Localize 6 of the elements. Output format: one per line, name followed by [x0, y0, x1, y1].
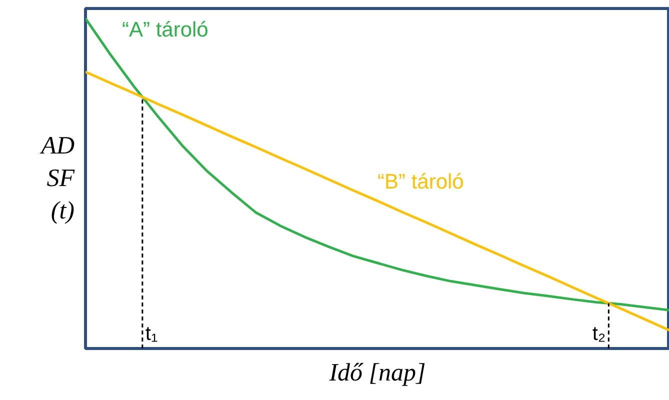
x-axis-title: Idő [nap] [328, 360, 426, 386]
annotation: t₁ [145, 323, 158, 346]
y-axis-title: AD SF (t) [39, 132, 76, 224]
annotation: t₂ [592, 323, 606, 346]
series-label: “B” tároló [378, 170, 464, 194]
series-label: “A” tároló [122, 18, 208, 42]
